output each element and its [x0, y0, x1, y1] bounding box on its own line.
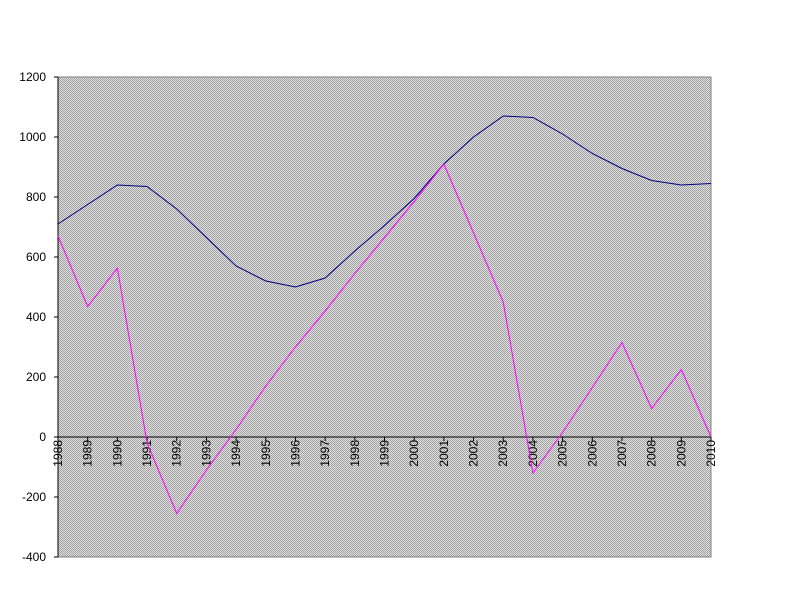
x-tick-label: 2009: [674, 440, 688, 467]
series-line: [57, 163, 712, 515]
x-tick-label: 2010: [704, 440, 718, 467]
x-tick-label: 1999: [378, 440, 392, 467]
x-tick-label: 1993: [199, 440, 213, 467]
y-tick-label: 600: [26, 250, 46, 264]
series-line: [57, 115, 712, 288]
x-tick-label: 2002: [467, 440, 481, 467]
y-tick-label: 800: [26, 190, 46, 204]
x-tick-label: 2004: [526, 440, 540, 467]
y-tick-label: 1200: [19, 70, 46, 84]
x-tick-label: 2006: [585, 440, 599, 467]
y-tick-label: 0: [39, 430, 46, 444]
x-tick-label: 1994: [229, 440, 243, 467]
y-tick-label: -200: [22, 490, 46, 504]
x-tick-label: 2003: [496, 440, 510, 467]
x-tick-label: 2005: [556, 440, 570, 467]
plot-area: [57, 76, 712, 558]
y-tick-label: 400: [26, 310, 46, 324]
x-tick-label: 2000: [407, 440, 421, 467]
x-tick-label: 1988: [51, 440, 65, 467]
x-tick-label: 2008: [645, 440, 659, 467]
x-tick-label: 1991: [140, 440, 154, 467]
x-tick-label: 1990: [110, 440, 124, 467]
x-tick-label: 1995: [259, 440, 273, 467]
y-tick-label: 1000: [19, 130, 46, 144]
y-tick-label: 200: [26, 370, 46, 384]
x-tick-label: 1989: [81, 440, 95, 467]
x-tick-label: 2007: [615, 440, 629, 467]
x-tick-label: 1992: [170, 440, 184, 467]
x-tick-label: 1996: [288, 440, 302, 467]
y-tick-label: -400: [22, 550, 46, 564]
x-tick-label: 1998: [348, 440, 362, 467]
x-tick-label: 1997: [318, 440, 332, 467]
x-tick-label: 2001: [437, 440, 451, 467]
